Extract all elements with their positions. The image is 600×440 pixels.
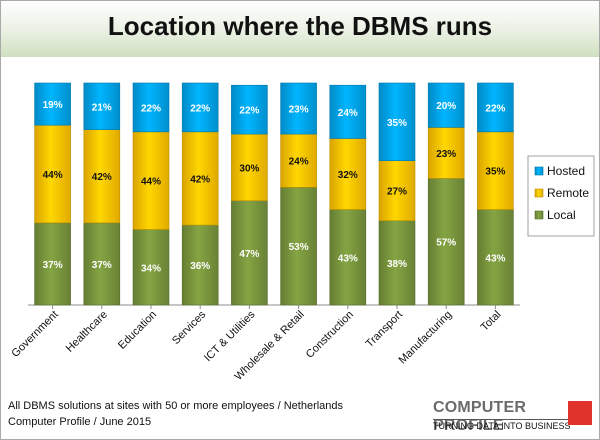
- data-label-construction-remote: 32%: [338, 170, 358, 181]
- footnote-line-1: All DBMS solutions at sites with 50 or m…: [8, 400, 344, 412]
- x-tick-label-manufacturing: Manufacturing: [397, 309, 455, 367]
- data-label-transport-remote: 27%: [387, 187, 407, 198]
- data-label-manufacturing-hosted: 20%: [436, 101, 456, 112]
- chart-title: Location where the DBMS runs: [107, 11, 493, 41]
- data-label-wholesale-and-retail-local: 53%: [289, 242, 309, 253]
- data-label-transport-local: 38%: [387, 259, 407, 270]
- bar-wholesale-and-retail-remote: [280, 133, 317, 188]
- bar-transport-remote: [378, 160, 416, 221]
- bar-total-hosted: [477, 82, 514, 133]
- bar-healthcare-local: [83, 222, 121, 306]
- bar-construction-local: [329, 209, 367, 306]
- bar-government-hosted: [34, 82, 71, 126]
- logo-name: COMPUTER PROFILE: [433, 399, 527, 434]
- bar-manufacturing-hosted: [427, 82, 465, 128]
- bar-wholesale-and-retail-local: [280, 187, 317, 306]
- bar-ict-and-utilities-hosted: [231, 84, 268, 135]
- data-label-government-remote: 44%: [43, 170, 63, 181]
- computer-profile-logo: COMPUTER PROFILE TURNING DATA INTO BUSIN…: [433, 399, 595, 435]
- bar-manufacturing-remote: [427, 127, 465, 179]
- data-label-construction-local: 43%: [338, 253, 358, 264]
- legend-swatch-remote: [534, 188, 544, 198]
- data-label-transport-hosted: 35%: [387, 118, 407, 129]
- data-label-services-local: 36%: [190, 261, 210, 272]
- legend-swatch-local: [534, 210, 544, 220]
- x-tick-label-total: Total: [479, 309, 504, 334]
- data-label-government-hosted: 19%: [43, 100, 63, 111]
- data-label-construction-hosted: 24%: [338, 108, 358, 119]
- bar-education-local: [132, 229, 170, 306]
- legend-label-local: Local: [547, 208, 576, 222]
- legend-label-remote: Remote: [547, 186, 589, 200]
- data-label-government-local: 37%: [43, 260, 63, 271]
- bar-government-local: [34, 222, 71, 306]
- data-label-total-local: 43%: [485, 253, 505, 264]
- x-tick-label-ict-and-utilities: ICT & Utilities: [202, 308, 258, 364]
- x-tick-label-healthcare: Healthcare: [64, 309, 110, 355]
- bar-healthcare-hosted: [83, 82, 121, 130]
- legend-swatch-hosted: [534, 166, 544, 176]
- bar-construction-hosted: [329, 84, 367, 139]
- legend-label-hosted: Hosted: [547, 164, 585, 178]
- bar-manufacturing-local: [427, 178, 465, 306]
- bar-education-hosted: [132, 82, 170, 133]
- bar-services-remote: [181, 131, 219, 226]
- bar-services-local: [181, 224, 219, 306]
- data-label-ict-and-utilities-remote: 30%: [239, 163, 259, 174]
- logo-mark-icon: [568, 401, 592, 425]
- bar-ict-and-utilities-remote: [231, 133, 268, 201]
- data-label-healthcare-local: 37%: [92, 260, 112, 271]
- data-label-ict-and-utilities-hosted: 22%: [239, 106, 259, 117]
- bar-transport-hosted: [378, 82, 416, 161]
- bar-construction-remote: [329, 138, 367, 210]
- data-label-education-remote: 44%: [141, 177, 161, 188]
- data-label-healthcare-hosted: 21%: [92, 102, 112, 113]
- data-label-wholesale-and-retail-hosted: 23%: [289, 105, 309, 116]
- data-label-total-hosted: 22%: [485, 103, 505, 114]
- x-tick-label-government: Government: [9, 309, 60, 360]
- title-band: [1, 1, 599, 57]
- data-label-education-hosted: 22%: [141, 103, 161, 114]
- data-label-total-remote: 35%: [485, 167, 505, 178]
- data-label-services-remote: 42%: [190, 174, 210, 185]
- bar-government-remote: [34, 124, 71, 224]
- bar-total-local: [477, 209, 514, 306]
- x-tick-label-education: Education: [116, 309, 159, 352]
- footnote-line-2: Computer Profile / June 2015: [8, 416, 152, 428]
- data-label-healthcare-remote: 42%: [92, 172, 112, 183]
- logo-tagline: TURNING DATA INTO BUSINESS: [433, 419, 571, 431]
- x-tick-label-transport: Transport: [364, 309, 405, 350]
- x-tick-label-construction: Construction: [304, 309, 356, 361]
- data-label-ict-and-utilities-local: 47%: [239, 249, 259, 260]
- data-label-services-hosted: 22%: [190, 103, 210, 114]
- bar-services-hosted: [181, 82, 219, 133]
- data-label-manufacturing-remote: 23%: [436, 149, 456, 160]
- data-label-wholesale-and-retail-remote: 24%: [289, 157, 309, 168]
- bar-education-remote: [132, 131, 170, 230]
- bar-wholesale-and-retail-hosted: [280, 82, 317, 135]
- bar-transport-local: [378, 220, 416, 306]
- data-label-manufacturing-local: 57%: [436, 238, 456, 249]
- data-label-education-local: 34%: [141, 263, 161, 274]
- x-tick-label-services: Services: [170, 308, 209, 347]
